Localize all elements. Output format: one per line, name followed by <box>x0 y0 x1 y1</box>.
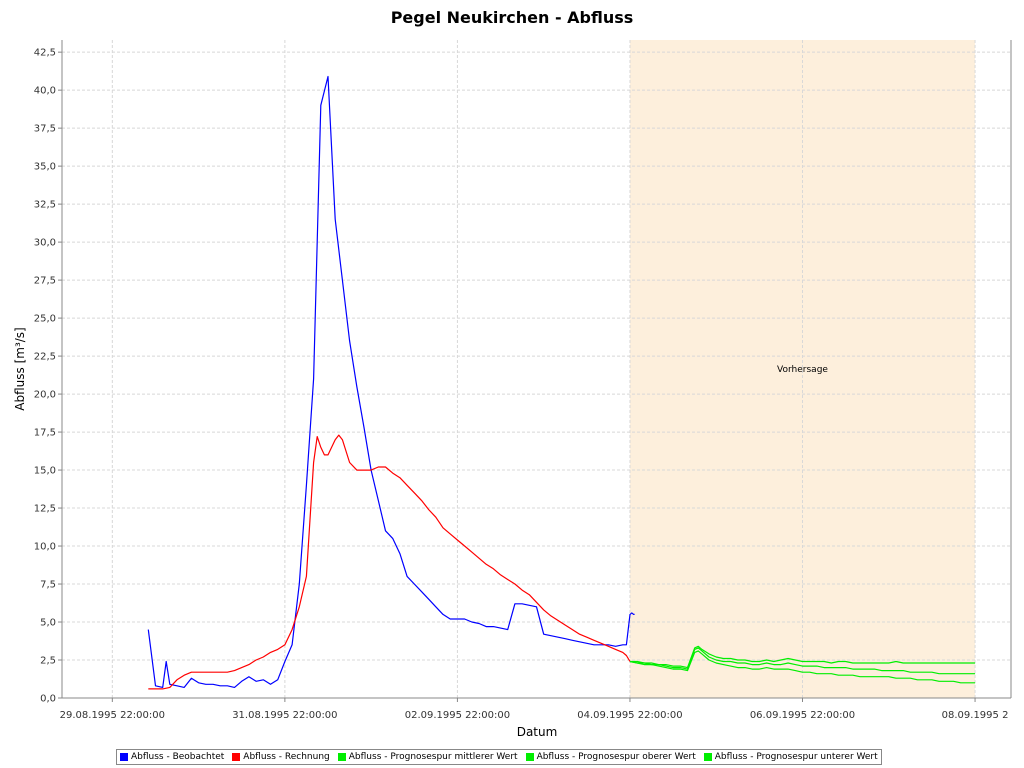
series-line-3 <box>630 645 976 669</box>
forecast-region <box>629 40 976 698</box>
legend-item: Abfluss - Rechnung <box>232 752 330 762</box>
legend-swatch <box>232 753 241 761</box>
legend-item: Abfluss - Prognosespur mittlerer Wert <box>337 752 518 762</box>
x-tick-label: 29.08.1995 22:00:00 <box>60 710 165 721</box>
legend-swatch <box>703 753 712 761</box>
legend-item: Abfluss - Beobachtet <box>120 752 224 762</box>
y-tick-label: 12,5 <box>34 504 56 515</box>
y-tick-label: 17,5 <box>34 428 56 439</box>
chart-title: Pegel Neukirchen - Abfluss <box>391 8 634 27</box>
y-tick-label: 2,5 <box>40 656 56 667</box>
legend-label: Abfluss - Prognosespur unterer Wert <box>714 752 878 762</box>
y-tick-label: 15,0 <box>34 466 56 477</box>
legend-label: Abfluss - Prognosespur oberer Wert <box>536 752 696 762</box>
series-line-4 <box>629 650 976 684</box>
y-tick-label: 30,0 <box>34 238 56 249</box>
x-tick-label: 08.09.1995 2 <box>942 710 1009 721</box>
series-line-1 <box>148 434 631 690</box>
y-tick-label: 10,0 <box>34 542 56 553</box>
y-tick-label: 0,0 <box>40 694 56 705</box>
forecast-label: Vorhersage <box>777 365 828 375</box>
x-axis-label: Datum <box>517 725 558 739</box>
x-tick-label: 04.09.1995 22:00:00 <box>577 710 682 721</box>
x-tick-label: 31.08.1995 22:00:00 <box>232 710 337 721</box>
y-tick-label: 25,0 <box>34 314 56 325</box>
y-tick-label: 32,5 <box>34 200 56 211</box>
x-tick-label: 06.09.1995 22:00:00 <box>750 710 855 721</box>
legend-item: Abfluss - Prognosespur unterer Wert <box>703 752 878 762</box>
y-tick-label: 27,5 <box>34 276 56 287</box>
x-tick-label: 02.09.1995 22:00:00 <box>405 710 510 721</box>
y-tick-label: 20,0 <box>34 390 56 401</box>
legend-item: Abfluss - Prognosespur oberer Wert <box>525 752 696 762</box>
y-tick-label: 40,0 <box>34 86 56 97</box>
y-tick-label: 35,0 <box>34 162 56 173</box>
legend-swatch <box>120 753 128 761</box>
y-tick-label: 22,5 <box>34 352 56 363</box>
legend-label: Abfluss - Rechnung <box>243 752 330 762</box>
legend-label: Abfluss - Prognosespur mittlerer Wert <box>348 752 518 762</box>
y-tick-label: 7,5 <box>40 580 56 591</box>
legend-swatch <box>525 753 534 761</box>
y-tick-label: 42,5 <box>34 48 56 59</box>
legend-label: Abfluss - Beobachtet <box>131 752 225 762</box>
y-axis-label: Abfluss [m³/s] <box>13 327 27 410</box>
legend: Abfluss - Beobachtet Abfluss - Rechnung Ab… <box>116 749 882 765</box>
y-tick-label: 5,0 <box>40 618 56 629</box>
y-tick-label: 37,5 <box>34 124 56 135</box>
series-line-0 <box>147 75 635 689</box>
legend-swatch <box>337 753 346 761</box>
